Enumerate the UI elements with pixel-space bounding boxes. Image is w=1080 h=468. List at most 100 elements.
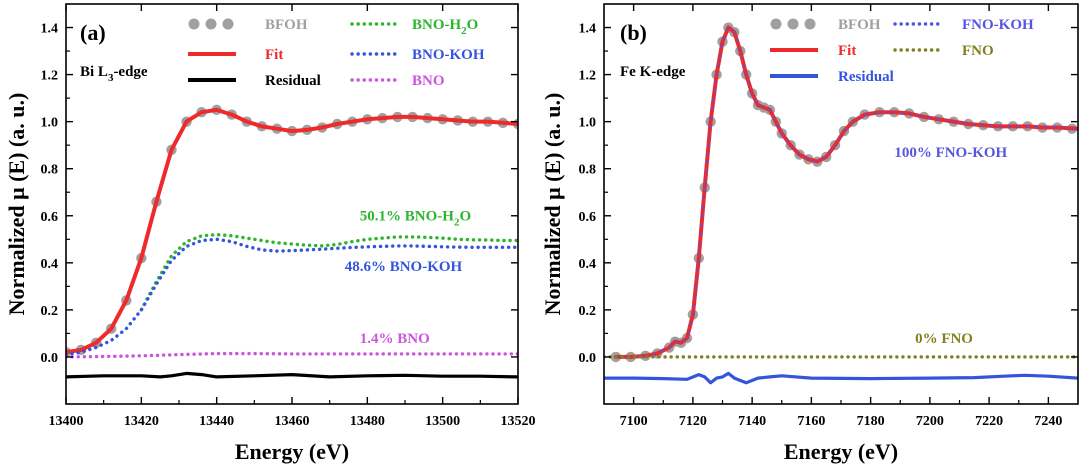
- legend-label: BFOH: [265, 17, 308, 33]
- series-fit: [66, 107, 518, 355]
- x-axis-title: Energy (eV): [784, 439, 898, 464]
- x-tick-label: 7200: [916, 414, 944, 429]
- annotation-0-fno: 0% FNO: [915, 331, 973, 347]
- legend-label: BNO-H2O: [412, 17, 478, 37]
- series-bno-koh: [66, 237, 518, 357]
- legend-entry-bno-h2o: BNO-H2O: [350, 17, 478, 37]
- plot-area: [66, 104, 518, 379]
- y-axis: 0.0 0.2 0.4 0.6 0.8 1.0 1.2 1.4 Normalized μ (E)…: [540, 22, 1078, 366]
- legend-entry-bno: BNO: [350, 73, 445, 89]
- edge-label: Fe K-edge: [620, 64, 686, 80]
- legend-label: FNO-KOH: [962, 17, 1034, 33]
- x-tick-label: 13520: [501, 414, 536, 429]
- x-tick-label: 7180: [857, 414, 885, 429]
- series-bno: [66, 351, 518, 359]
- legend-entry-fit: Fit: [188, 47, 283, 63]
- series-fno-koh: [615, 26, 1078, 358]
- series-bfoh: [66, 104, 518, 358]
- series-bno-h2o: [139, 232, 518, 312]
- annotations: 100% FNO-KOH 0% FNO: [894, 145, 1007, 347]
- y-axis-title: Normalized μ (E) (a. u.): [540, 93, 565, 316]
- legend-entry-residual: Residual: [770, 69, 894, 85]
- legend-swatch: [205, 18, 217, 30]
- plot-area: [604, 22, 1078, 385]
- y-tick-label: 0.4: [41, 257, 59, 272]
- panel-a-bi-l3-edge: 13400 13420 13440 13460 13480 13500 13520 Energ…: [4, 3, 536, 464]
- legend-label: Residual: [265, 73, 321, 89]
- legend-label: BNO: [412, 73, 445, 89]
- y-tick-label: 0.2: [579, 304, 597, 319]
- y-tick-label: 1.4: [41, 22, 59, 37]
- y-axis-title: Normalized μ (E) (a. u.): [4, 93, 29, 316]
- line-bno-h2o: [139, 232, 518, 312]
- x-tick-label: 13480: [350, 414, 385, 429]
- x-tick-label: 7120: [679, 414, 707, 429]
- line-bno-koh: [66, 237, 518, 357]
- x-tick-label: 13500: [425, 414, 460, 429]
- x-axis: 13400 13420 13440 13460 13480 13500 13520 Energ…: [49, 4, 536, 464]
- y-tick-label: 1.2: [41, 69, 59, 84]
- annotations: 50.1% BNO-H2O 48.6% BNO-KOH 1.4% BNO: [345, 208, 471, 346]
- legend-entry-bfoh: BFOH: [188, 17, 308, 33]
- annotation-100-fno-koh: 100% FNO-KOH: [894, 145, 1007, 161]
- series-residual: [604, 371, 1078, 385]
- series-residual: [66, 371, 518, 379]
- legend-swatch: [787, 18, 799, 30]
- legend-swatch: [188, 18, 200, 30]
- x-tick-label: 7140: [738, 414, 766, 429]
- x-tick-label: 7220: [975, 414, 1003, 429]
- y-tick-label: 0.2: [41, 304, 59, 319]
- legend-entry-fno: FNO: [893, 43, 994, 59]
- legend-entry-bfoh: BFOH: [770, 17, 881, 33]
- x-tick-label: 7100: [620, 414, 648, 429]
- y-tick-label: 0.0: [41, 351, 59, 366]
- y-tick-label: 0.0: [579, 351, 597, 366]
- legend-entry-residual: Residual: [188, 73, 321, 89]
- y-tick-label: 1.0: [579, 116, 597, 131]
- y-tick-label: 1.2: [579, 69, 597, 84]
- y-tick-label: 1.0: [41, 116, 59, 131]
- y-tick-label: 0.8: [579, 163, 597, 178]
- panel-label: (b): [620, 20, 647, 45]
- legend-entry-bno-koh: BNO-KOH: [350, 47, 485, 63]
- y-tick-label: 0.8: [41, 163, 59, 178]
- x-tick-label: 13400: [49, 414, 84, 429]
- panel-label: (a): [80, 20, 106, 45]
- legend-swatch: [222, 18, 234, 30]
- x-tick-label: 13440: [199, 414, 234, 429]
- x-tick-label: 13460: [275, 414, 310, 429]
- y-tick-label: 1.4: [579, 22, 597, 37]
- x-axis: 7100 7120 7140 7160 7180 7200 7220 7240 Energy (…: [620, 4, 1062, 464]
- legend-label: BFOH: [838, 17, 881, 33]
- legend-label: Residual: [838, 69, 894, 85]
- line-residual: [604, 371, 1078, 385]
- legend-entry-fit: Fit: [770, 43, 856, 59]
- line-fit: [66, 107, 518, 355]
- edge-label: Bi L3-edge: [80, 64, 148, 84]
- annotation-50-1-bno-h2o: 50.1% BNO-H2O: [360, 208, 471, 228]
- legend-label: Fit: [265, 47, 283, 63]
- annotation-48-6-bno-koh: 48.6% BNO-KOH: [345, 259, 463, 275]
- panel-b-fe-k-edge: 7100 7120 7140 7160 7180 7200 7220 7240 Energy (…: [540, 3, 1079, 464]
- y-tick-label: 0.6: [41, 210, 59, 225]
- legend-label: Fit: [838, 43, 856, 59]
- legend: BFOH Fit Residual BNO-H2O BNO-KOH BNO: [188, 17, 485, 89]
- x-tick-label: 7160: [797, 414, 825, 429]
- legend: BFOH Fit Residual FNO-KOH FNO: [770, 17, 1034, 85]
- legend-entry-fno-koh: FNO-KOH: [893, 17, 1034, 33]
- y-tick-label: 0.6: [579, 210, 597, 225]
- y-axis: 0.0 0.2 0.4 0.6 0.8 1.0 1.2 1.4 Normalized μ (E)…: [4, 22, 518, 366]
- x-axis-title: Energy (eV): [235, 439, 349, 464]
- x-tick-label: 13420: [124, 414, 159, 429]
- legend-swatch: [770, 18, 782, 30]
- legend-swatch: [804, 18, 816, 30]
- annotation-1-4-bno: 1.4% BNO: [360, 331, 430, 347]
- y-tick-label: 0.4: [579, 257, 597, 272]
- legend-label: BNO-KOH: [412, 47, 485, 63]
- line-residual: [66, 371, 518, 379]
- legend-label: FNO: [962, 43, 994, 59]
- line-fno-koh: [615, 26, 1078, 358]
- x-tick-label: 7240: [1034, 414, 1062, 429]
- line-bno: [66, 351, 518, 359]
